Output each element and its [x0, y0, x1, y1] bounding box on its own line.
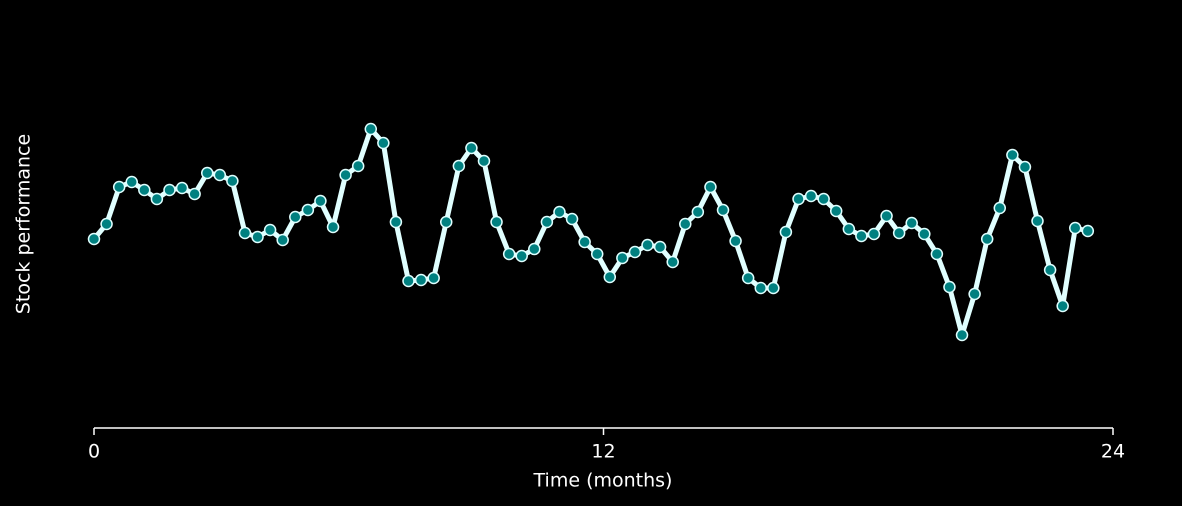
point	[339, 168, 352, 182]
point	[628, 245, 642, 259]
point	[590, 247, 604, 261]
point	[238, 226, 252, 240]
point	[150, 192, 164, 206]
point	[377, 136, 390, 150]
point	[87, 232, 101, 246]
point	[112, 180, 126, 194]
point	[314, 194, 327, 208]
point	[1018, 160, 1032, 174]
point	[1081, 224, 1095, 238]
point	[402, 274, 415, 288]
point	[578, 235, 591, 249]
point	[188, 187, 201, 201]
point	[213, 168, 227, 182]
x-tick-label: 24	[1101, 441, 1125, 463]
point	[704, 180, 717, 194]
point	[251, 230, 264, 244]
point	[817, 192, 830, 206]
point	[905, 216, 918, 230]
point	[276, 233, 289, 247]
point	[653, 240, 667, 254]
point	[666, 255, 679, 269]
point	[528, 242, 541, 256]
point	[842, 222, 856, 236]
point	[163, 183, 176, 197]
point	[540, 215, 554, 229]
y-axis-label: Stock performance	[13, 134, 35, 314]
point	[439, 215, 453, 229]
point	[502, 247, 516, 261]
point	[226, 174, 239, 188]
point	[351, 159, 365, 173]
point	[301, 203, 315, 217]
point	[326, 220, 340, 234]
point	[100, 217, 113, 231]
point	[716, 203, 730, 217]
point	[289, 210, 302, 224]
x-tick-label: 0	[88, 441, 100, 463]
point	[930, 247, 944, 261]
point	[867, 227, 881, 241]
point	[1043, 263, 1057, 277]
point	[616, 251, 629, 265]
point	[477, 154, 491, 168]
point	[792, 192, 805, 206]
point	[200, 166, 214, 180]
x-tick-label: 12	[591, 441, 615, 463]
point	[729, 234, 742, 248]
point	[553, 205, 566, 219]
point	[918, 227, 931, 241]
point	[427, 271, 440, 285]
point	[767, 281, 780, 295]
point	[993, 201, 1007, 215]
point	[1069, 221, 1082, 235]
point	[465, 141, 478, 155]
point	[829, 204, 843, 218]
point	[263, 223, 277, 237]
point	[892, 226, 906, 240]
point	[603, 270, 617, 284]
point	[980, 232, 994, 246]
point	[779, 225, 793, 239]
point	[125, 175, 138, 189]
point	[414, 273, 428, 287]
point	[138, 183, 151, 197]
point	[855, 229, 868, 243]
point	[565, 212, 579, 226]
point	[452, 159, 466, 173]
point	[364, 122, 378, 136]
point	[741, 271, 755, 285]
point	[880, 209, 893, 223]
point	[515, 249, 528, 263]
point	[943, 280, 956, 294]
point	[1056, 299, 1069, 313]
point	[1031, 214, 1044, 228]
point	[754, 281, 768, 295]
point	[175, 181, 189, 195]
point	[641, 238, 654, 252]
point	[389, 215, 403, 229]
point	[968, 287, 981, 301]
point	[955, 328, 969, 342]
x-axis-label: Time (months)	[533, 470, 673, 492]
point	[691, 205, 705, 219]
point	[679, 217, 692, 231]
point	[490, 215, 503, 229]
point	[804, 189, 818, 203]
point	[1006, 148, 1019, 162]
